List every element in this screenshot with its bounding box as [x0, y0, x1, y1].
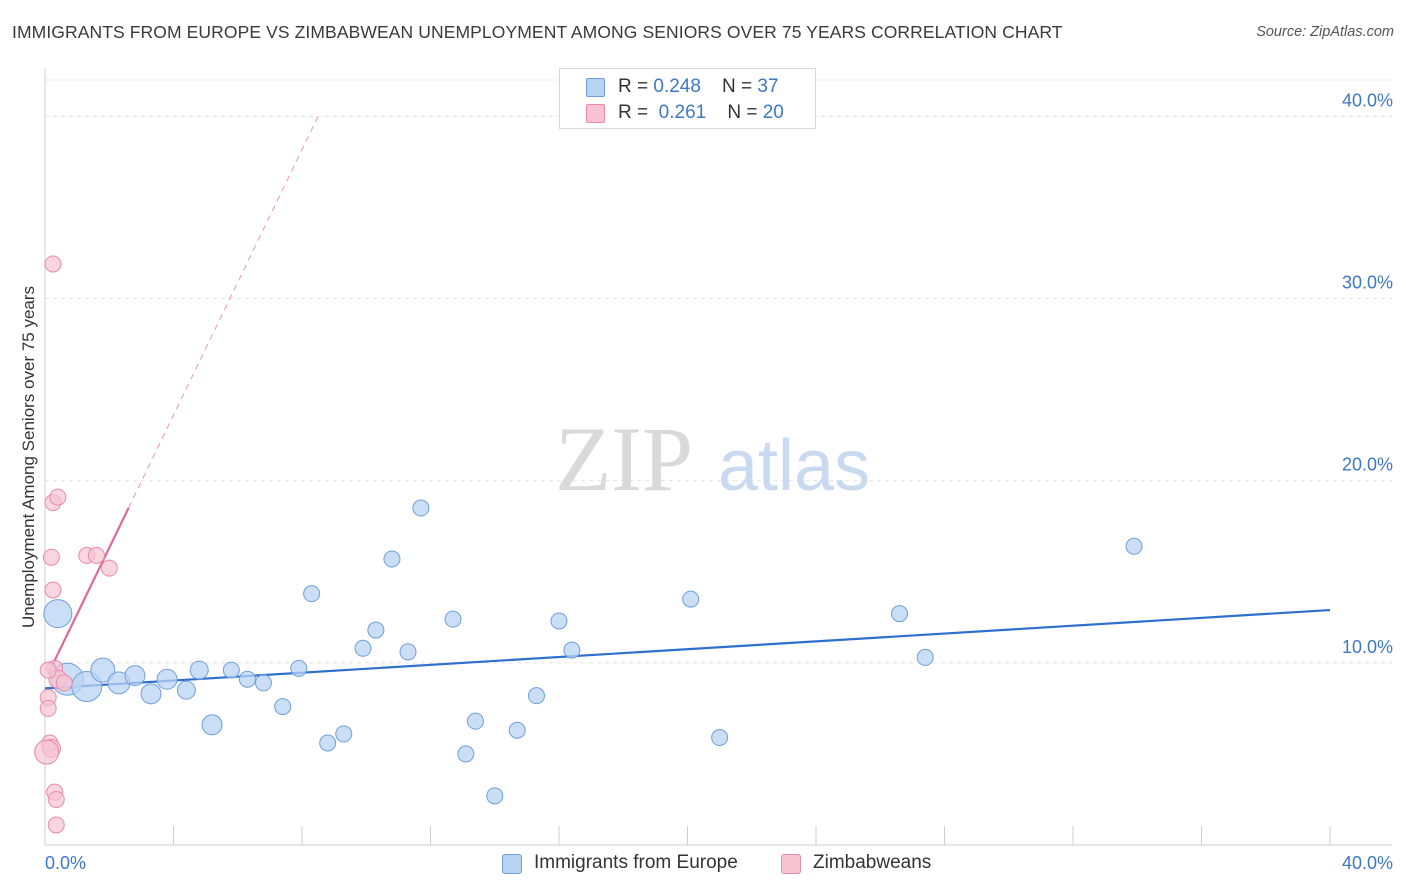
correlation-legend: R = 0.248 N = 37 R = 0.261 N = 20 — [559, 68, 816, 129]
watermark-zip: ZIP — [555, 408, 693, 510]
data-point-europe — [156, 668, 178, 690]
data-point-europe — [444, 610, 462, 628]
data-point-europe — [916, 648, 934, 666]
data-point-europe — [466, 712, 484, 730]
legend-n-label: N = — [727, 102, 763, 123]
data-point-zimbabwe — [39, 699, 57, 717]
data-point-europe — [399, 643, 417, 661]
watermark: ZIP atlas — [555, 408, 870, 510]
data-point-zimbabwe — [47, 790, 65, 808]
data-point-europe — [1125, 537, 1143, 555]
legend-r-label: R = — [618, 76, 654, 97]
data-points — [34, 255, 1143, 834]
data-point-europe — [290, 659, 308, 677]
watermark-atlas: atlas — [718, 426, 870, 506]
data-point-europe — [383, 550, 401, 568]
trend-lines — [44, 116, 1331, 690]
legend-r-label: R = — [618, 102, 654, 123]
data-point-europe — [176, 680, 196, 700]
data-point-europe — [303, 585, 321, 603]
trend-line-zimbabwe — [47, 507, 130, 675]
data-point-europe — [189, 660, 209, 680]
legend-n-value: 20 — [762, 102, 784, 123]
bottom-legend-label-zimbabwe: Zimbabweans — [813, 852, 932, 873]
legend-n-value: 37 — [757, 76, 779, 97]
chart-title: IMMIGRANTS FROM EUROPE VS ZIMBABWEAN UNE… — [12, 22, 1063, 42]
data-point-europe — [274, 698, 292, 716]
data-point-europe — [319, 734, 337, 752]
data-point-europe — [335, 725, 353, 743]
bottom-legend-label-europe: Immigrants from Europe — [534, 852, 738, 873]
data-point-europe — [140, 683, 162, 705]
data-point-europe — [367, 621, 385, 639]
data-point-europe — [563, 641, 581, 659]
legend-swatch-blue — [586, 78, 605, 97]
legend-r-value: 0.261 — [658, 102, 707, 123]
x-tick-label: 40.0% — [1342, 853, 1393, 873]
data-point-zimbabwe — [49, 488, 67, 506]
x-tick-label: 0.0% — [45, 853, 86, 873]
data-point-zimbabwe — [34, 739, 60, 765]
bottom-legend-swatch-pink — [781, 854, 801, 874]
data-point-europe — [486, 787, 504, 805]
tick-labels: 10.0% 20.0% 30.0% 40.0% 0.0% 40.0% — [45, 90, 1393, 873]
y-tick-label: 10.0% — [1342, 637, 1393, 657]
data-point-europe — [508, 721, 526, 739]
data-point-europe — [891, 605, 909, 623]
y-axis-label: Unemployment Among Seniors over 75 years — [19, 286, 38, 628]
legend-n-label: N = — [722, 76, 758, 97]
y-tick-label: 30.0% — [1342, 273, 1393, 293]
data-point-zimbabwe — [47, 816, 65, 834]
bottom-legend-swatch-blue — [502, 854, 522, 874]
data-point-europe — [201, 714, 223, 736]
legend-swatch-pink — [586, 104, 605, 123]
data-point-europe — [254, 674, 272, 692]
data-point-europe — [238, 670, 256, 688]
data-point-europe — [43, 599, 73, 629]
data-point-europe — [550, 612, 568, 630]
trend-line-zimbabwe-extrapolated — [128, 116, 319, 509]
data-point-europe — [412, 499, 430, 517]
data-point-europe — [354, 639, 372, 657]
source-credit: Source: ZipAtlas.com — [1256, 24, 1394, 40]
data-point-zimbabwe — [39, 661, 57, 679]
gridlines — [45, 79, 1392, 664]
data-point-zimbabwe — [100, 559, 118, 577]
data-point-zimbabwe — [87, 546, 105, 564]
data-point-europe — [222, 661, 240, 679]
y-tick-label: 40.0% — [1342, 90, 1393, 110]
legend-r-value: 0.248 — [653, 76, 701, 97]
data-point-europe — [457, 745, 475, 763]
y-tick-label: 20.0% — [1342, 455, 1393, 475]
data-point-europe — [90, 657, 116, 683]
data-point-europe — [528, 687, 546, 705]
data-point-zimbabwe — [42, 548, 60, 566]
data-point-zimbabwe — [44, 581, 62, 599]
data-point-europe — [124, 665, 146, 687]
data-point-zimbabwe — [55, 674, 73, 692]
data-point-zimbabwe — [44, 255, 62, 273]
trend-line-europe — [44, 608, 1331, 690]
data-point-europe — [711, 729, 729, 747]
data-point-europe — [682, 590, 700, 608]
